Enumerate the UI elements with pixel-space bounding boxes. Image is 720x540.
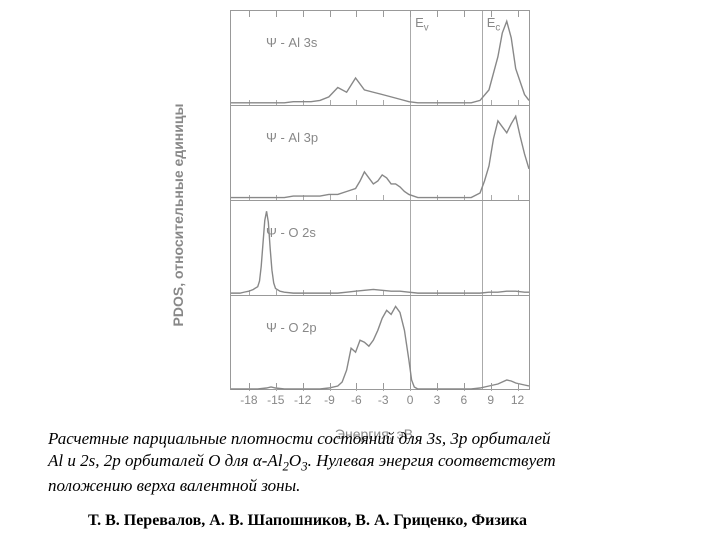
y-axis-label: PDOS, относительные единицы (170, 104, 186, 327)
x-tick-label: -18 (240, 393, 257, 407)
pdos-curve (231, 106, 529, 200)
pdos-curve (231, 296, 529, 391)
caption-line1: Расчетные парциальные плотности состояни… (48, 429, 551, 448)
author-line: Т. В. Перевалов, А. В. Шапошников, В. А.… (88, 512, 527, 530)
figure-caption: Расчетные парциальные плотности состояни… (48, 428, 668, 497)
pdos-curve (231, 11, 529, 105)
caption-line2a: Al и 2s, 2p орбиталей О для α-Al (48, 451, 283, 470)
x-tick-label: 6 (460, 393, 467, 407)
x-tick-label: 0 (407, 393, 414, 407)
x-tick-label: 3 (434, 393, 441, 407)
caption-line3: положению верха валентной зоны. (48, 476, 300, 495)
caption-line2e: . Нулевая энергия соответствует (308, 451, 556, 470)
x-tick-label: -3 (378, 393, 389, 407)
pdos-panel: Ψ - Al 3s (231, 11, 529, 106)
pdos-panel: Ψ - Al 3p (231, 106, 529, 201)
x-tick-label: 12 (511, 393, 524, 407)
pdos-curve (231, 201, 529, 295)
pdos-figure: PDOS, относительные единицы EvEcΨ - Al 3… (200, 10, 548, 420)
x-tick-label: 9 (487, 393, 494, 407)
caption-line2c: O (289, 451, 301, 470)
x-tick-label: -9 (324, 393, 335, 407)
x-tick-label: -15 (267, 393, 284, 407)
pdos-panel: Ψ - O 2p (231, 296, 529, 391)
x-tick-label: -12 (294, 393, 311, 407)
pdos-panel: Ψ - O 2s (231, 201, 529, 296)
plot-area: EvEcΨ - Al 3sΨ - Al 3pΨ - O 2sΨ - O 2p-1… (230, 10, 530, 390)
x-tick-label: -6 (351, 393, 362, 407)
